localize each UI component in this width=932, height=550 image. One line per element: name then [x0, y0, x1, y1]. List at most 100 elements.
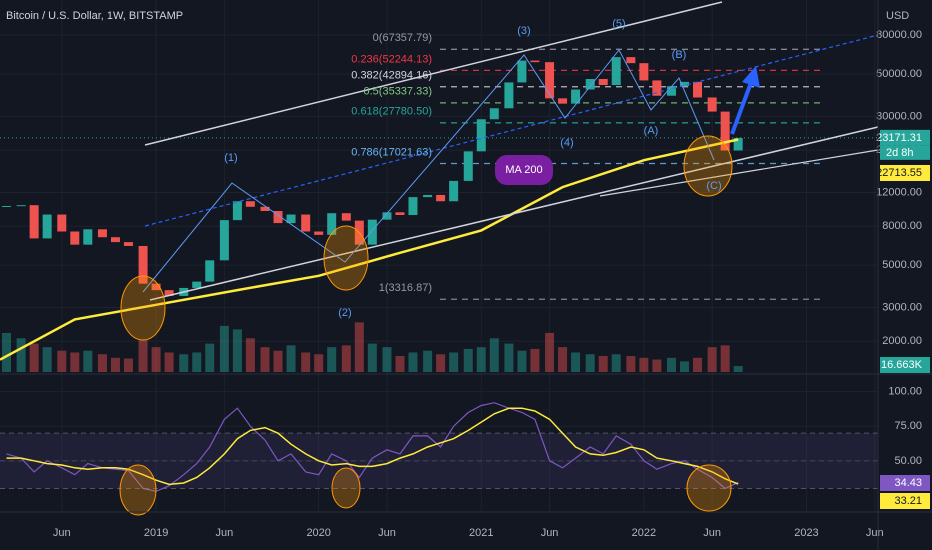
volume-bar: [301, 352, 311, 372]
volume-bar: [110, 357, 120, 372]
volume-bar: [42, 347, 52, 372]
candle: [408, 197, 418, 215]
fib-label: 0(67357.79): [373, 32, 432, 44]
candle: [545, 62, 555, 99]
candle: [327, 213, 337, 235]
volume-bar: [286, 345, 296, 372]
rsi-band: [0, 433, 878, 489]
volume-bar: [639, 357, 649, 372]
highlight-circle: [331, 467, 361, 509]
rsi-tag-bg: [880, 475, 930, 491]
volume-bar: [598, 356, 608, 372]
x-tick-label: 2022: [632, 527, 656, 539]
volume-bar: [530, 348, 540, 372]
fib-label: 0.618(27780.50): [351, 106, 432, 118]
candle: [301, 214, 311, 232]
rsi-tick-label: 100.00: [888, 386, 922, 398]
volume-bar: [436, 354, 446, 372]
volume-bar: [314, 354, 324, 372]
volume-bar: [354, 322, 364, 372]
chart-title: Bitcoin / U.S. Dollar, 1W, BITSTAMP: [6, 10, 183, 22]
volume-bar: [545, 332, 555, 372]
rsi-tick-label: 50.00: [894, 455, 922, 467]
overlay: Jun 2019 Jun 2020 Jun 2021 Jun 2022 Jun 2023 Jun 80…: [53, 18, 930, 539]
x-tick-label: 2019: [144, 527, 168, 539]
candle: [720, 111, 730, 151]
x-tick-label: Jun: [216, 527, 234, 539]
volume-bar: [123, 358, 133, 372]
candle: [707, 97, 717, 112]
volume-bar: [70, 352, 80, 372]
y-tick-label: 5000.00: [882, 259, 922, 271]
volume-bar: [219, 325, 229, 372]
volume-bar: [57, 350, 67, 372]
volume-bar: [707, 347, 717, 372]
candle: [110, 237, 120, 243]
candle: [83, 229, 93, 245]
y-tick-label: 80000.00: [876, 29, 922, 41]
y-axis-label: USD: [886, 10, 909, 22]
wave-label: (A): [644, 125, 659, 137]
candle: [205, 260, 215, 282]
y-tick-label: 8000.00: [882, 220, 922, 232]
y-tick-label: 2000.00: [882, 335, 922, 347]
volume-bar: [423, 350, 433, 372]
x-tick-label: 2023: [794, 527, 818, 539]
volume-bar: [260, 347, 270, 372]
y-tick-label: 12000.00: [876, 186, 922, 198]
volume-bar: [720, 345, 730, 372]
x-tick-label: 2020: [306, 527, 330, 539]
x-tick-label: Jun: [378, 527, 396, 539]
candle: [611, 57, 621, 86]
candle: [192, 281, 202, 288]
volume-bar: [382, 347, 392, 372]
candle: [260, 206, 270, 212]
y-tick-label: 50000.00: [876, 68, 922, 80]
candle: [273, 211, 283, 224]
fib-label: 0.5(35337.33): [364, 86, 433, 98]
volume-bar: [408, 352, 418, 372]
rsi-tag: 34.43: [894, 477, 922, 489]
volume-bar: [476, 347, 486, 372]
countdown: 2d 8h: [886, 147, 914, 159]
volume-tag-bg: [880, 357, 930, 373]
candle: [558, 98, 568, 104]
wave-label: (C): [706, 180, 721, 192]
volume-bar: [517, 350, 527, 372]
rsi-ma-tag-bg: [880, 493, 930, 509]
candle: [571, 89, 581, 104]
volume-bar: [205, 343, 215, 372]
volume-bar: [327, 347, 337, 372]
candle: [489, 108, 499, 120]
y-tick-label: 3000.00: [882, 301, 922, 313]
volume-tag: 16.663K: [881, 359, 923, 371]
wave-label: (5): [612, 18, 625, 30]
candle: [733, 137, 743, 151]
candle: [680, 81, 690, 87]
volume-bar: [585, 354, 595, 372]
volume-bar: [341, 345, 351, 372]
candle: [97, 229, 107, 238]
candle: [667, 86, 677, 96]
candle: [693, 81, 703, 98]
candle: [504, 82, 514, 109]
highlight-circle: [323, 225, 369, 291]
volume-bar: [245, 338, 255, 372]
volume-bar: [395, 356, 405, 372]
volume-bar: [489, 338, 499, 372]
x-tick-label: Jun: [703, 527, 721, 539]
candle: [57, 214, 67, 232]
volume-bar: [138, 340, 148, 372]
candle: [530, 60, 540, 63]
last-price-tag: 23171.31: [876, 132, 922, 144]
volume-bar: [367, 343, 377, 372]
volume-bar: [232, 329, 242, 372]
volume-bar: [626, 356, 636, 372]
channel-line: [599, 149, 879, 197]
candle: [314, 231, 324, 235]
last-price-tag-bg: [880, 129, 930, 146]
volume-bar: [273, 350, 283, 372]
candle: [367, 219, 377, 245]
